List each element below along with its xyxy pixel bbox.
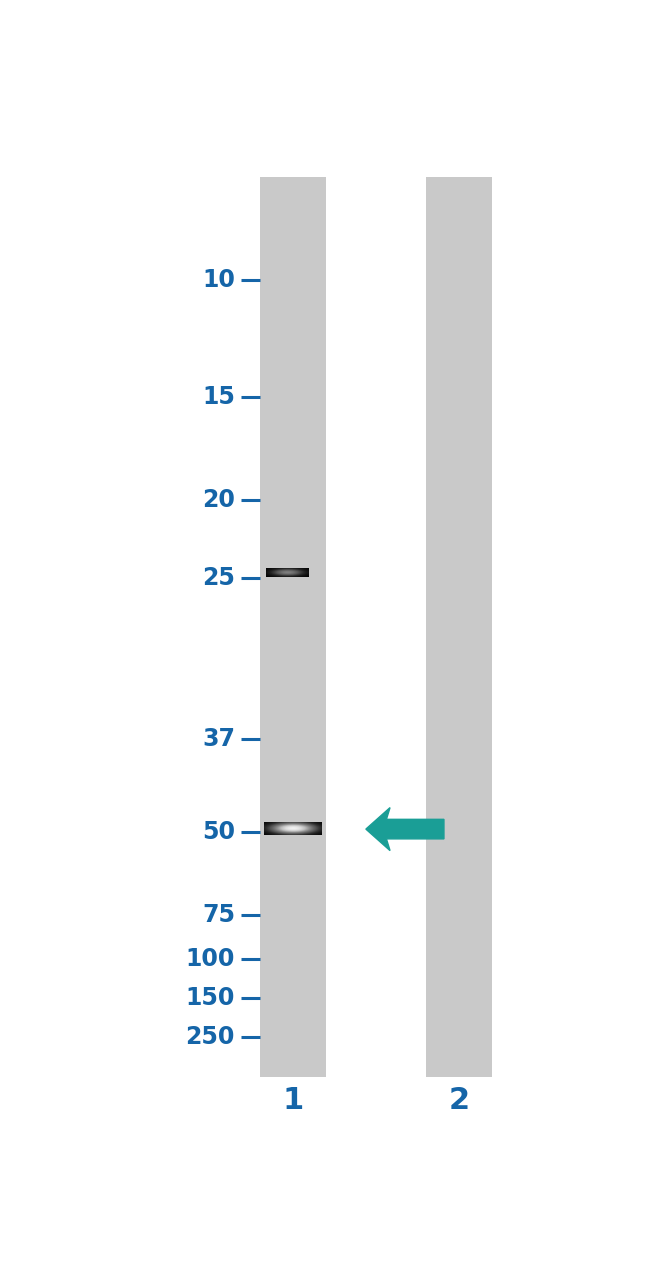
Text: 250: 250: [185, 1025, 235, 1049]
Text: 10: 10: [202, 268, 235, 292]
Text: 150: 150: [185, 987, 235, 1010]
Text: 20: 20: [202, 488, 235, 512]
Bar: [260, 177, 326, 1077]
Text: 2: 2: [448, 1086, 469, 1115]
Text: 1: 1: [282, 1086, 304, 1115]
Text: 25: 25: [202, 566, 235, 589]
Text: 37: 37: [202, 728, 235, 751]
Text: 50: 50: [202, 820, 235, 845]
Text: 75: 75: [202, 903, 235, 927]
Text: 100: 100: [185, 947, 235, 972]
Text: 15: 15: [202, 385, 235, 409]
Bar: [426, 177, 492, 1077]
FancyArrow shape: [366, 808, 444, 851]
